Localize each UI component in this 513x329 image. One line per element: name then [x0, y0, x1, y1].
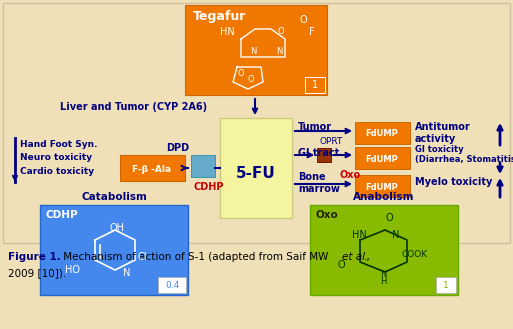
Text: F: F	[309, 27, 314, 37]
Bar	[355, 175, 410, 197]
Text: N: N	[276, 47, 282, 57]
Text: Tumor: Tumor	[298, 122, 332, 132]
Text: Myelo toxicity: Myelo toxicity	[415, 177, 492, 187]
Bar	[220, 118, 292, 218]
Bar	[355, 147, 410, 169]
Text: FdUMP: FdUMP	[366, 155, 399, 164]
Bar	[317, 148, 331, 162]
Text: Bone
marrow: Bone marrow	[298, 172, 340, 193]
Text: Liver and Tumor (CYP 2A6): Liver and Tumor (CYP 2A6)	[60, 102, 207, 112]
Text: Oxo: Oxo	[340, 170, 361, 180]
Text: HN: HN	[352, 230, 367, 240]
Text: 2009 [10]).: 2009 [10]).	[8, 268, 66, 278]
Bar	[305, 77, 325, 93]
Text: HN: HN	[220, 27, 235, 37]
Text: Neuro toxicity: Neuro toxicity	[20, 153, 92, 162]
Text: Oxo: Oxo	[315, 210, 338, 220]
Text: N: N	[392, 230, 400, 240]
Bar	[355, 122, 410, 144]
Text: DPD: DPD	[166, 143, 190, 153]
Text: FdUMP: FdUMP	[366, 183, 399, 191]
Text: O: O	[278, 27, 285, 36]
Text: N: N	[250, 47, 256, 57]
Text: Hand Foot Syn.: Hand Foot Syn.	[20, 140, 97, 149]
Bar	[185, 5, 327, 95]
Text: HO: HO	[65, 265, 80, 275]
Text: GI toxicity
(Diarrhea, Stomatitis): GI toxicity (Diarrhea, Stomatitis)	[415, 145, 513, 164]
Text: FdUMP: FdUMP	[366, 130, 399, 139]
Text: 0.4: 0.4	[165, 281, 179, 290]
Text: 5-FU: 5-FU	[236, 166, 276, 182]
Text: O: O	[238, 69, 245, 78]
Bar	[436, 277, 456, 293]
Text: O: O	[385, 213, 392, 223]
Bar	[120, 155, 185, 181]
Text: .,: .,	[364, 252, 371, 262]
Text: N: N	[380, 270, 386, 279]
Text: Mechanism of action of S-1 (adapted from Saif MW: Mechanism of action of S-1 (adapted from…	[60, 252, 331, 262]
Text: OH: OH	[110, 223, 125, 233]
Text: Figure 1.: Figure 1.	[8, 252, 61, 262]
Text: Cl: Cl	[137, 252, 147, 262]
Text: CDHP: CDHP	[193, 182, 224, 192]
Text: H: H	[380, 277, 386, 286]
Text: 1: 1	[443, 281, 449, 290]
Text: GI tract: GI tract	[298, 148, 339, 158]
Text: Cardio toxicity: Cardio toxicity	[20, 167, 94, 176]
Text: 1: 1	[312, 80, 318, 90]
Text: OPRT: OPRT	[320, 137, 343, 146]
Bar	[310, 205, 458, 295]
Text: F-β -Ala: F-β -Ala	[132, 164, 171, 173]
Text: Tegafur: Tegafur	[193, 10, 246, 23]
Text: Anabolism: Anabolism	[353, 192, 415, 202]
Text: COOK: COOK	[402, 250, 428, 259]
Text: Catabolism: Catabolism	[81, 192, 147, 202]
Bar	[191, 155, 215, 177]
Text: O: O	[338, 260, 346, 270]
Bar	[158, 277, 186, 293]
Text: CDHP: CDHP	[45, 210, 77, 220]
Text: N: N	[123, 268, 130, 278]
Text: O: O	[248, 74, 254, 84]
Text: O: O	[299, 15, 307, 25]
Bar	[3, 3, 510, 243]
Text: et al: et al	[342, 252, 365, 262]
Bar	[40, 205, 188, 295]
Text: Antitumor
activity: Antitumor activity	[415, 122, 471, 143]
